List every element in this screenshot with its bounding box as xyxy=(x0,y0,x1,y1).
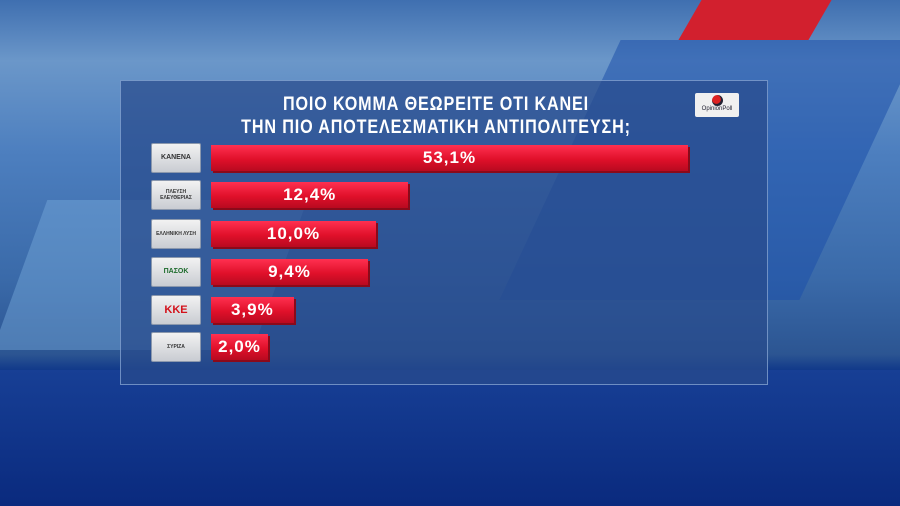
opinion-poll-logo: OpinionPoll xyxy=(695,93,739,117)
party-logo: ΚΑΝΕΝΑ xyxy=(151,143,201,173)
bar-value-label: 12,4% xyxy=(283,185,337,204)
bar: 3,9% xyxy=(211,297,294,323)
party-logo: ΠΛΕΥΣΗ ΕΛΕΥΘΕΡΙΑΣ xyxy=(151,180,201,210)
bar-value-label: 53,1% xyxy=(422,148,477,167)
party-logo: ΠΑΣΟΚ xyxy=(151,257,201,287)
party-logo: ΣΥΡΙΖΑ xyxy=(151,332,201,362)
chart-title: ΠΟΙΟ ΚΟΜΜΑ ΘΕΩΡΕΙΤΕ ΟΤΙ ΚΑΝΕΙ ΤΗΝ ΠΙΟ ΑΠ… xyxy=(198,93,674,139)
title-line-1: ΠΟΙΟ ΚΟΜΜΑ ΘΕΩΡΕΙΤΕ ΟΤΙ ΚΑΝΕΙ xyxy=(282,94,590,115)
studio-floor xyxy=(0,370,900,506)
party-logo: ΕΛΛΗΝΙΚΗ ΛΥΣΗ xyxy=(151,219,201,249)
title-line-2: ΤΗΝ ΠΙΟ ΑΠΟΤΕΛΕΣΜΑΤΙΚΗ ΑΝΤΙΠΟΛΙΤΕΥΣΗ; xyxy=(241,117,631,138)
bar-value-label: 3,9% xyxy=(230,300,274,319)
background-shape xyxy=(678,0,832,40)
bar-value-label: 10,0% xyxy=(266,224,321,243)
bar: 12,4% xyxy=(211,182,409,208)
party-logo: ΚΚΕ xyxy=(151,295,201,325)
bar: 53,1% xyxy=(211,145,688,171)
bar: 2,0% xyxy=(211,334,268,360)
bar: 10,0% xyxy=(211,221,376,247)
poll-panel: ΠΟΙΟ ΚΟΜΜΑ ΘΕΩΡΕΙΤΕ ΟΤΙ ΚΑΝΕΙ ΤΗΝ ΠΙΟ ΑΠ… xyxy=(120,80,768,385)
bar-value-label: 9,4% xyxy=(268,262,311,281)
logo-dot-icon xyxy=(711,95,723,106)
bar-value-label: 2,0% xyxy=(218,337,261,356)
bar: 9,4% xyxy=(211,259,368,285)
